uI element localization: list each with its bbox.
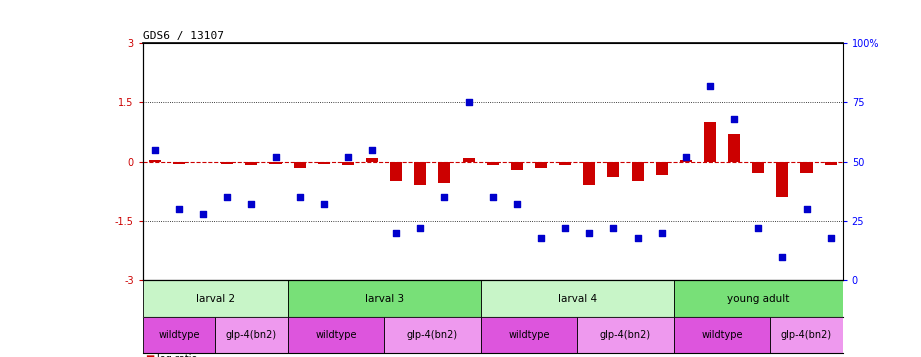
Text: GDS6 / 13107: GDS6 / 13107 <box>143 31 224 41</box>
Bar <box>245 162 257 165</box>
Text: glp-4(bn2): glp-4(bn2) <box>407 330 458 340</box>
Point <box>220 194 235 200</box>
Bar <box>287 317 384 353</box>
Text: wildtype: wildtype <box>701 330 742 340</box>
Bar <box>481 280 674 317</box>
Point <box>727 116 741 122</box>
Point <box>365 147 379 152</box>
Bar <box>438 162 450 183</box>
Bar <box>384 317 481 353</box>
Bar <box>216 317 287 353</box>
Text: larval 3: larval 3 <box>365 293 403 303</box>
Bar <box>318 162 330 164</box>
Point <box>558 225 573 231</box>
Bar <box>486 162 499 165</box>
Bar <box>221 162 233 164</box>
Text: larval 4: larval 4 <box>557 293 597 303</box>
Point <box>751 225 765 231</box>
Text: glp-4(bn2): glp-4(bn2) <box>600 330 651 340</box>
Point <box>703 83 717 89</box>
Bar <box>632 162 644 181</box>
Bar <box>770 317 843 353</box>
Bar <box>656 162 668 175</box>
Bar <box>729 134 740 162</box>
Bar <box>511 162 523 170</box>
Bar <box>287 280 481 317</box>
Text: wildtype: wildtype <box>315 330 356 340</box>
Bar <box>674 280 843 317</box>
Bar <box>173 162 185 164</box>
Text: wildtype: wildtype <box>508 330 550 340</box>
Bar <box>776 162 788 197</box>
Point <box>171 206 186 212</box>
Bar <box>752 162 764 174</box>
Bar <box>391 162 402 181</box>
Bar <box>481 317 577 353</box>
Bar <box>366 158 379 162</box>
Point <box>799 206 814 212</box>
Bar <box>824 162 836 165</box>
Bar <box>149 160 161 162</box>
Bar <box>143 317 216 353</box>
Text: wildtype: wildtype <box>158 330 200 340</box>
Point <box>389 230 403 236</box>
Point <box>582 230 597 236</box>
Bar <box>143 280 287 317</box>
Point <box>533 235 548 241</box>
Point <box>268 154 283 160</box>
Text: glp-4(bn2): glp-4(bn2) <box>781 330 832 340</box>
Bar <box>583 162 595 185</box>
Point <box>196 211 211 217</box>
Bar <box>535 162 547 167</box>
Bar <box>270 162 282 164</box>
Point <box>341 154 356 160</box>
Point <box>485 194 500 200</box>
Point <box>461 99 476 105</box>
Text: ■: ■ <box>146 355 155 357</box>
Point <box>292 194 307 200</box>
Point <box>437 194 452 200</box>
Bar <box>800 162 812 174</box>
Bar <box>462 159 474 162</box>
Bar <box>414 162 426 185</box>
Bar <box>607 162 620 177</box>
Bar <box>577 317 674 353</box>
Point <box>244 201 259 207</box>
Point <box>509 201 524 207</box>
Bar <box>704 122 716 162</box>
Bar <box>559 162 571 165</box>
Bar <box>680 160 692 162</box>
Text: larval 2: larval 2 <box>195 293 235 303</box>
Text: young adult: young adult <box>727 293 789 303</box>
Point <box>317 201 332 207</box>
Point <box>654 230 669 236</box>
Point <box>823 235 838 241</box>
Bar <box>294 162 306 167</box>
Point <box>630 235 645 241</box>
Bar <box>674 317 770 353</box>
Text: log ratio: log ratio <box>157 355 198 357</box>
Point <box>679 154 694 160</box>
Point <box>147 147 162 152</box>
Point <box>606 225 621 231</box>
Text: glp-4(bn2): glp-4(bn2) <box>226 330 277 340</box>
Point <box>775 254 789 260</box>
Point <box>413 225 427 231</box>
Bar <box>342 162 354 165</box>
